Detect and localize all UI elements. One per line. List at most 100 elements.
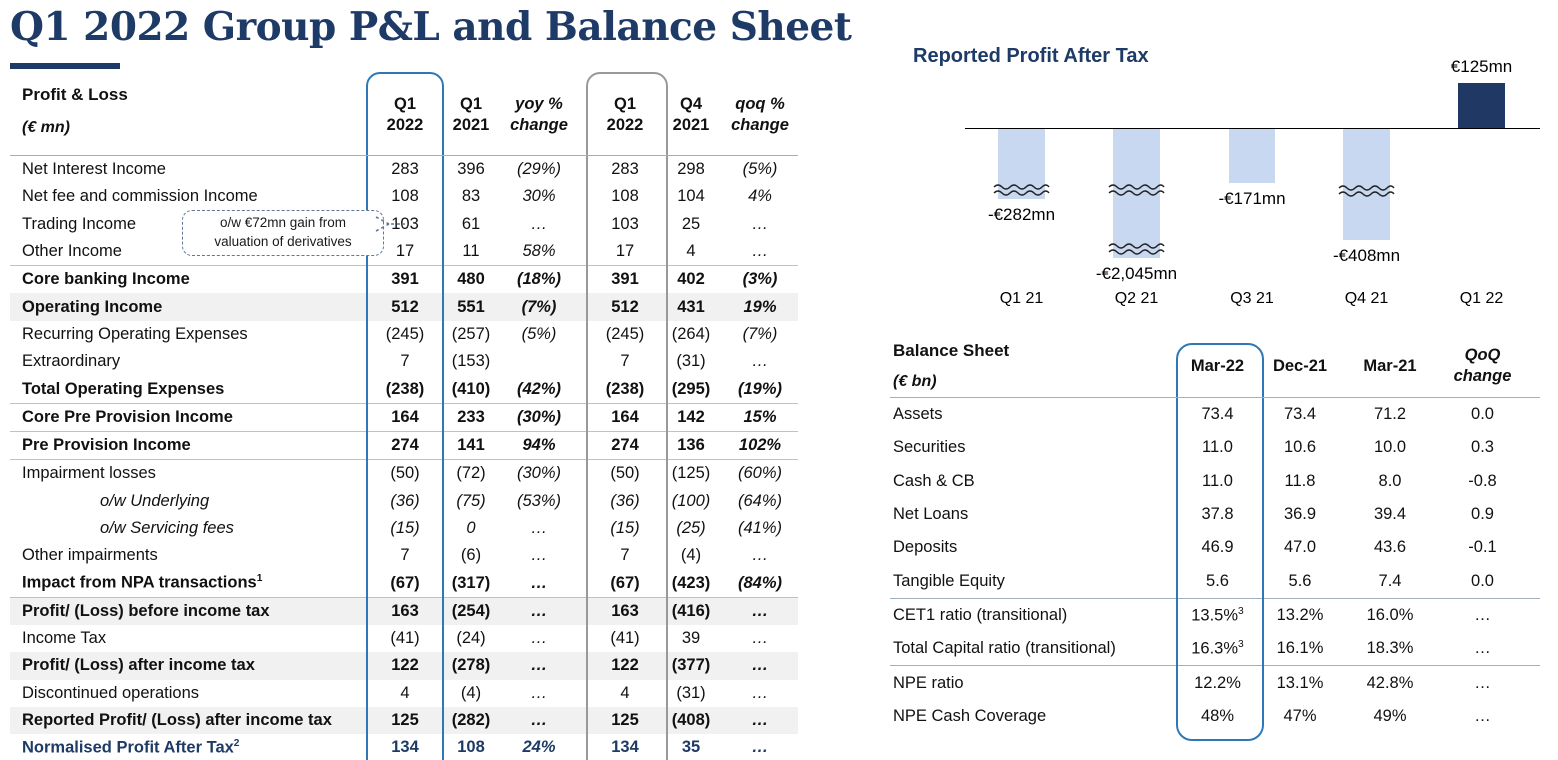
pnl-cell: 7 xyxy=(620,352,630,371)
pnl-cell: (18%) xyxy=(516,270,561,289)
pnl-row-label: Profit/ (Loss) after income tax xyxy=(22,656,255,675)
pnl-cell: 0 xyxy=(466,519,476,537)
pnl-row-label: Pre Provision Income xyxy=(22,436,191,455)
pnl-cell: (75) xyxy=(456,491,486,510)
pnl-cell: 233 xyxy=(457,407,485,426)
pnl-cell: 108 xyxy=(391,187,419,206)
pnl-row-label: o/w Servicing fees xyxy=(100,519,234,537)
callout-line2: valuation of derivatives xyxy=(214,233,352,249)
balance-sheet-cell: 47.0 xyxy=(1283,538,1317,557)
pnl-row: Other Income 17 11 58% 17 4… xyxy=(10,238,798,265)
pnl-cell: 125 xyxy=(391,711,419,730)
pnl-cell: 141 xyxy=(457,436,485,455)
pnl-row-label: Other impairments xyxy=(22,546,158,565)
pnl-cell: … xyxy=(751,656,769,675)
bar-category-label: Q2 21 xyxy=(1114,290,1159,307)
pnl-cell: 163 xyxy=(611,601,639,620)
pnl-cell: (238) xyxy=(385,379,425,398)
pnl-row: Operating Income 512 551 (7%) 512 431 19% xyxy=(10,293,798,321)
pnl-cell: 19% xyxy=(743,297,777,316)
pnl-cell: (41) xyxy=(390,629,420,648)
pnl-cell: (67) xyxy=(390,573,420,592)
pnl-cell: (41) xyxy=(610,629,640,648)
pnl-cell: (282) xyxy=(451,711,491,730)
pnl-cell: (5%) xyxy=(742,160,778,179)
pnl-cell: 39 xyxy=(681,629,701,648)
pnl-cell: 103 xyxy=(611,214,639,233)
pnl-cell: … xyxy=(751,352,769,371)
pnl-cell: (36) xyxy=(610,491,640,510)
pnl-cell: (238) xyxy=(605,379,645,398)
pnl-cell: 4 xyxy=(620,683,630,702)
balance-sheet-cell: 5.6 xyxy=(1288,571,1312,590)
pnl-cell: 7 xyxy=(400,352,410,371)
bar-value-label: -€282mn xyxy=(987,205,1056,224)
pnl-header: Profit & Loss (€ mn) Q1 2022 Q1 2021 yoy % ch… xyxy=(10,75,798,156)
pnl-cell: (4) xyxy=(460,683,482,702)
axis-break-squiggle xyxy=(1108,182,1165,203)
pnl-cell: (15) xyxy=(390,519,420,537)
bar-value-label: -€171mn xyxy=(1218,189,1286,208)
pnl-cell: 274 xyxy=(611,436,639,455)
pnl-unit: (€ mn) xyxy=(22,119,70,136)
pnl-cell: 11 xyxy=(462,242,480,261)
bar-category-label: Q1 21 xyxy=(999,290,1044,307)
balance-sheet-row-label: Net Loans xyxy=(893,505,969,524)
pnl-cell: (264) xyxy=(671,324,711,343)
balance-sheet-cell: 39.4 xyxy=(1373,505,1407,524)
balance-sheet-row-label: Tangible Equity xyxy=(893,571,1005,590)
balance-sheet-row: NPE Cash Coverage 48% 47% 49%… xyxy=(890,700,1540,733)
pnl-cell: 94% xyxy=(522,436,556,455)
pnl-row: Profit/ (Loss) before income tax 163 (254)… xyxy=(10,596,798,626)
title-underline xyxy=(10,63,120,69)
balance-sheet-rows: Assets 73.4 73.4 71.2 0.0 Securities 11.0 10.6 1… xyxy=(890,398,1540,733)
pnl-cell: (4) xyxy=(680,546,702,565)
pnl-rows: Net Interest Income 283 396 (29%) 283 298 (5%)… xyxy=(10,156,798,760)
pnl-cell: 122 xyxy=(611,656,639,675)
balance-sheet-cell: 0.0 xyxy=(1471,405,1494,424)
pnl-row: Impairment losses (50) (72) (30%) (50) (125) (… xyxy=(10,459,798,487)
balance-sheet-cell: 5.6 xyxy=(1206,571,1229,590)
pnl-col-header: yoy % change xyxy=(510,95,568,134)
pnl-cell: … xyxy=(530,683,548,702)
bar-q2-21 xyxy=(1113,129,1160,258)
pnl-row: Core Pre Provision Income 164 233 (30%) 164 1… xyxy=(10,402,798,431)
pnl-row-label: Impact from NPA transactions1 xyxy=(22,573,263,592)
pnl-cell: 134 xyxy=(391,738,419,757)
balance-sheet-cell: 16.1% xyxy=(1276,639,1324,658)
trading-income-callout: o/w €72mn gain from valuation of derivat… xyxy=(182,210,384,256)
balance-sheet-cell: 18.3% xyxy=(1366,639,1414,658)
pnl-cell: 134 xyxy=(611,738,639,757)
balance-sheet-row: Securities 11.0 10.6 10.0 0.3 xyxy=(890,431,1540,464)
balance-sheet-cell: … xyxy=(1474,673,1491,692)
pnl-cell: 283 xyxy=(391,160,419,179)
balance-sheet-header: Balance Sheet (€ bn) Mar-22 Dec-21 Mar-21 Q… xyxy=(890,335,1540,398)
balance-sheet-cell: 16.3%3 xyxy=(1191,638,1244,658)
callout-arrow-icon xyxy=(375,216,405,232)
balance-sheet-row-label: NPE Cash Coverage xyxy=(893,706,1047,725)
balance-sheet-cell: 48% xyxy=(1200,706,1235,725)
pnl-cell: 163 xyxy=(391,601,419,620)
pnl-cell: (278) xyxy=(451,656,491,675)
balance-sheet-row-label: NPE ratio xyxy=(893,673,964,692)
pnl-cell: (64%) xyxy=(737,491,782,510)
pnl-cell: … xyxy=(751,214,769,233)
pnl-row-label: Profit/ (Loss) before income tax xyxy=(22,601,270,620)
pnl-cell: … xyxy=(751,683,769,702)
balance-sheet-row: Total Capital ratio (transitional) 16.3%3… xyxy=(890,632,1540,665)
pnl-cell: (50) xyxy=(390,464,420,483)
pnl-cell: … xyxy=(530,601,548,620)
pnl-cell: … xyxy=(530,656,548,675)
balance-sheet-cell: 73.4 xyxy=(1283,405,1317,424)
balance-sheet-row-label: Cash & CB xyxy=(893,471,975,490)
pnl-row: Income Tax (41) (24)… (41) 39… xyxy=(10,625,798,652)
pnl-row-label: Operating Income xyxy=(22,297,163,316)
balance-sheet-title: Balance Sheet xyxy=(893,341,1010,360)
pnl-cell: 83 xyxy=(461,187,481,206)
pnl-row: Recurring Operating Expenses (245) (257) (5… xyxy=(10,321,798,348)
pnl-cell: 142 xyxy=(677,407,705,426)
pnl-cell: (19%) xyxy=(737,379,782,398)
pnl-cell: 104 xyxy=(677,187,705,206)
chart-title: Reported Profit After Tax xyxy=(913,45,1149,67)
bar-q1-22 xyxy=(1458,83,1505,128)
